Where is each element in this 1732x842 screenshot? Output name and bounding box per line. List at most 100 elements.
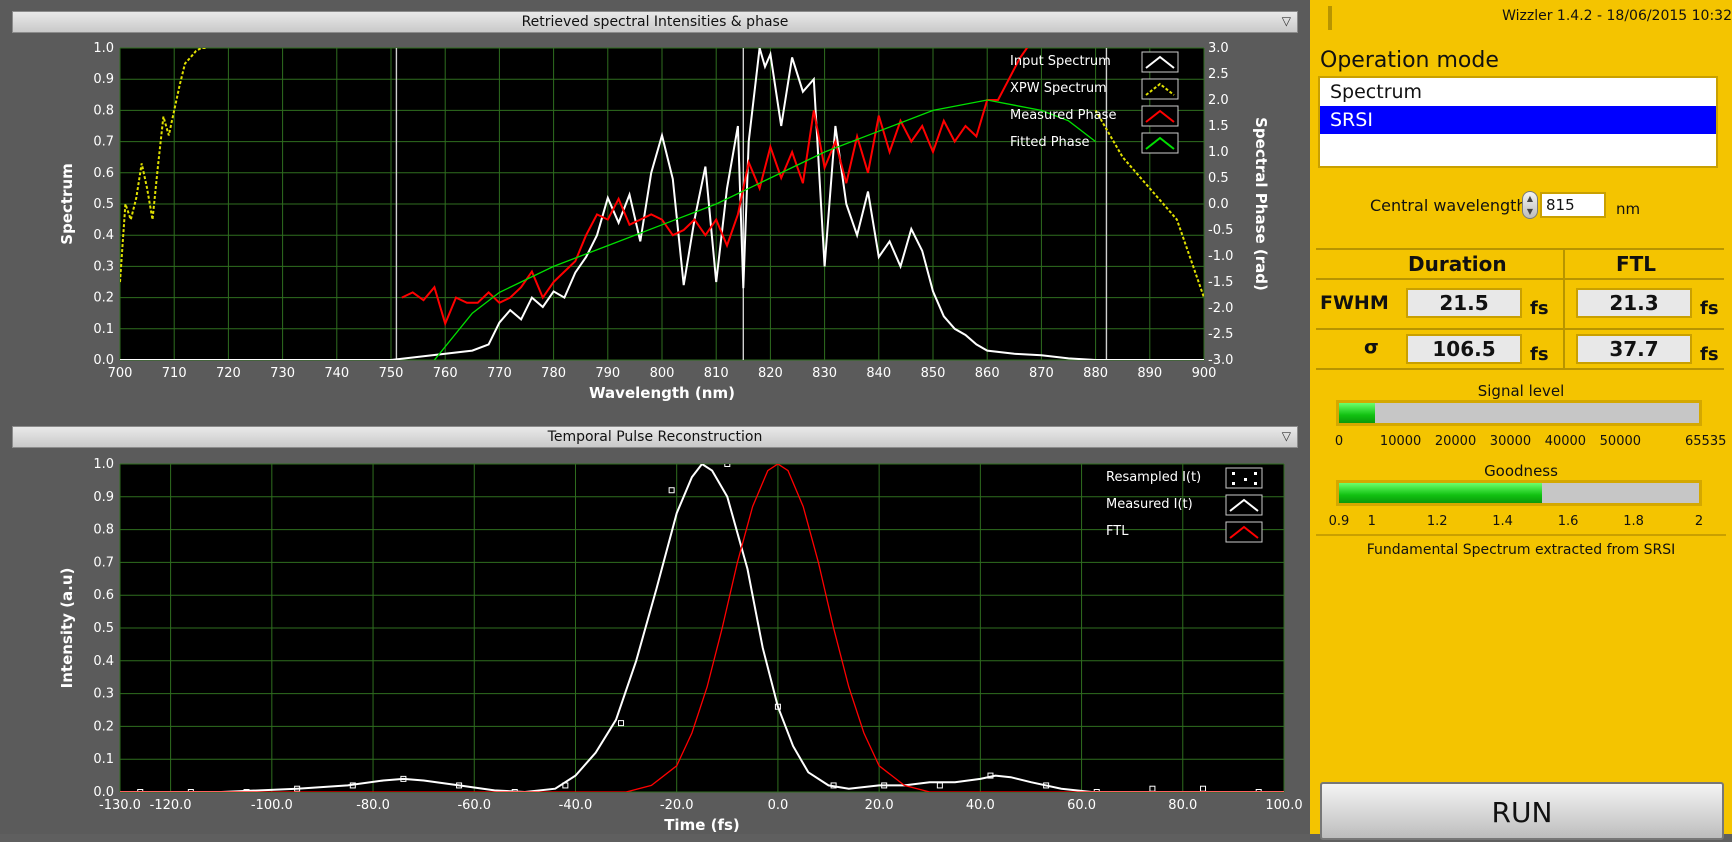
y-tick-label: 0.8	[93, 103, 114, 118]
y-tick-label: 1.0	[93, 41, 114, 56]
x-tick-label: 730	[270, 366, 295, 381]
x-tick-label: 0.0	[768, 798, 789, 813]
meter-tick-label: 2	[1694, 514, 1704, 529]
spectral-panel-title: Retrieved spectral Intensities & phase	[521, 14, 789, 30]
temporal-panel: Temporal Pulse Reconstruction ▽ -130.0 -1…	[0, 416, 1310, 834]
x-tick-label: 740	[324, 366, 349, 381]
x-tick-label: 20.0	[865, 798, 894, 813]
panel-menu-icon[interactable]: ▽	[1281, 429, 1291, 443]
mode-item-srsi[interactable]: SRSI	[1320, 106, 1716, 134]
y-tick-label: 0.2	[93, 719, 114, 734]
x-tick-label: -130.0	[99, 798, 141, 813]
temporal-panel-title: Temporal Pulse Reconstruction	[547, 429, 763, 445]
series-line	[120, 464, 1284, 792]
y-tick-label: 0.8	[93, 523, 114, 538]
x-tick-label: 700	[108, 366, 133, 381]
sigma-ftl-unit: fs	[1700, 344, 1719, 365]
data-point	[936, 782, 943, 789]
y-axis-label: Spectrum	[58, 163, 76, 244]
version-label: Wizzler 1.4.2 - 18/06/2015 10:32	[1502, 8, 1732, 24]
x-tick-label: 820	[758, 366, 783, 381]
y-tick-label: 0.1	[93, 752, 114, 767]
central-wavelength-unit: nm	[1616, 200, 1641, 218]
meter-tick-label: 10000	[1379, 434, 1422, 449]
series-group	[120, 48, 1204, 360]
series-group	[120, 464, 1284, 792]
data-point	[1200, 785, 1207, 792]
data-point	[1093, 789, 1100, 792]
x-tick-label: -40.0	[559, 798, 593, 813]
signal-level-meter	[1336, 400, 1702, 426]
legend-label: XPW Spectrum	[1010, 81, 1107, 96]
y2-tick-label: -2.0	[1208, 301, 1233, 316]
temporal-panel-header[interactable]: Temporal Pulse Reconstruction ▽	[12, 426, 1298, 448]
data-point	[668, 487, 675, 494]
series-line	[433, 99, 1096, 360]
x-tick-label: 770	[487, 366, 512, 381]
x-tick-label: 870	[1029, 366, 1054, 381]
x-tick-label: -100.0	[251, 798, 293, 813]
control-sidebar: Wizzler 1.4.2 - 18/06/2015 10:32 Operati…	[1310, 0, 1732, 840]
x-tick-label: 890	[1137, 366, 1162, 381]
meter-tick-label: 1.8	[1623, 514, 1644, 529]
spectral-panel-header[interactable]: Retrieved spectral Intensities & phase ▽	[12, 11, 1298, 33]
legend-label: Measured I(t)	[1106, 497, 1193, 512]
y-tick-label: 0.7	[93, 555, 114, 570]
run-button[interactable]: RUN	[1320, 782, 1724, 840]
y-tick-label: 0.0	[93, 785, 114, 800]
y-axis-label: Intensity (a.u)	[58, 568, 76, 689]
table-divider	[1316, 368, 1724, 370]
legend-swatch[interactable]	[1225, 521, 1263, 543]
temporal-chart: -130.0 -120.0 -100.0 -80.0 -60.0 -40.0 -20.0 0.…	[58, 457, 1303, 834]
x-tick-label: -80.0	[356, 798, 390, 813]
x-tick-label: -20.0	[660, 798, 694, 813]
y2-axis-label: Spectral Phase (rad)	[1252, 117, 1270, 291]
signal-level-fill	[1339, 403, 1375, 423]
wavelength-spinner-icon[interactable]: ▲ ▼	[1522, 191, 1538, 219]
data-point	[724, 464, 731, 467]
panel-menu-icon[interactable]: ▽	[1281, 14, 1291, 28]
sigma-ftl-value: 37.7	[1576, 334, 1692, 364]
central-wavelength-input[interactable]: 815	[1540, 192, 1606, 218]
sigma-duration-unit: fs	[1530, 344, 1549, 365]
x-tick-label: -60.0	[457, 798, 491, 813]
sidebar-divider	[1316, 534, 1726, 536]
y2-tick-label: -1.5	[1208, 275, 1233, 290]
y2-tick-label: 2.0	[1208, 93, 1229, 108]
series-line	[120, 464, 1284, 792]
x-tick-label: 810	[704, 366, 729, 381]
meter-tick-label: 30000	[1489, 434, 1532, 449]
x-tick-label: 860	[975, 366, 1000, 381]
x-tick-label: 100.0	[1265, 798, 1302, 813]
y-tick-label: 0.6	[93, 588, 114, 603]
y2-tick-label: 0.0	[1208, 197, 1229, 212]
x-tick-label: 830	[812, 366, 837, 381]
table-divider	[1316, 278, 1724, 280]
legend-swatch[interactable]	[1225, 494, 1263, 516]
data-point	[1255, 789, 1262, 792]
goodness-meter	[1336, 480, 1702, 506]
x-tick-label: 840	[866, 366, 891, 381]
data-point	[137, 789, 144, 792]
y2-tick-label: -2.5	[1208, 327, 1233, 342]
legend-swatch[interactable]	[1141, 78, 1179, 100]
fwhm-ftl-value: 21.3	[1576, 288, 1692, 318]
mode-item-spectrum[interactable]: Spectrum	[1330, 81, 1423, 103]
x-tick-label: 60.0	[1067, 798, 1096, 813]
operation-mode-list[interactable]: Spectrum SRSI	[1318, 76, 1718, 168]
y-tick-label: 0.6	[93, 166, 114, 181]
y2-tick-label: -1.0	[1208, 249, 1233, 264]
y-tick-label: 0.7	[93, 135, 114, 150]
spectral-chart: 700 710 720 730 740 750 760 770 780 790 800 810 820 8…	[58, 41, 1270, 402]
meter-tick-label: 1.2	[1426, 514, 1448, 529]
y2-tick-label: 1.5	[1208, 119, 1229, 134]
legend-swatch[interactable]	[1141, 132, 1179, 154]
x-tick-label: 710	[162, 366, 187, 381]
sigma-row-label: σ	[1364, 336, 1379, 358]
legend-swatch[interactable]	[1141, 105, 1179, 127]
legend-label: FTL	[1106, 524, 1129, 539]
meter-tick-label: 20000	[1434, 434, 1477, 449]
legend-swatch[interactable]	[1141, 51, 1179, 73]
fwhm-ftl-unit: fs	[1700, 298, 1719, 319]
data-point	[1149, 785, 1156, 792]
